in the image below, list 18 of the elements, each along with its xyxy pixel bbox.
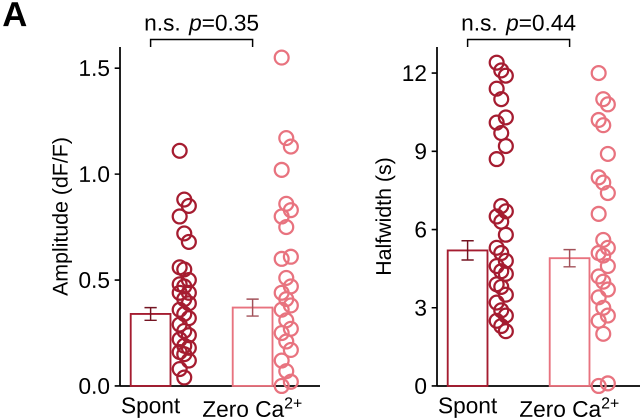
y-tick-label: 1.5 [80, 60, 110, 76]
y-tick-label: 3 [415, 300, 426, 316]
y-tick-label: 1.0 [80, 166, 110, 182]
y-axis-title: Halfwidth (s) [375, 158, 396, 274]
y-tick-label: 6 [416, 222, 426, 238]
y-tick-label: 0.0 [79, 378, 110, 394]
text: n.s. p=0.35 [146, 14, 258, 36]
x-tick-label: Zero Ca$^{2+}$ [203, 397, 302, 418]
y-tick-label: 9 [415, 143, 426, 160]
y-axis-title: Amplitude (dF/F) [52, 138, 72, 296]
x-tick-label: Zero Ca$^{2+}$ [520, 397, 618, 418]
y-tick-label: 0.5 [79, 272, 110, 288]
y-tick-label: 0 [415, 378, 426, 394]
text: A [3, 2, 26, 26]
y-tick-label: 12 [403, 65, 426, 81]
x-tick-label: Spont [439, 397, 498, 418]
x-tick-label: Spont [122, 397, 180, 418]
text: n.s. p=0.44 [462, 14, 576, 36]
